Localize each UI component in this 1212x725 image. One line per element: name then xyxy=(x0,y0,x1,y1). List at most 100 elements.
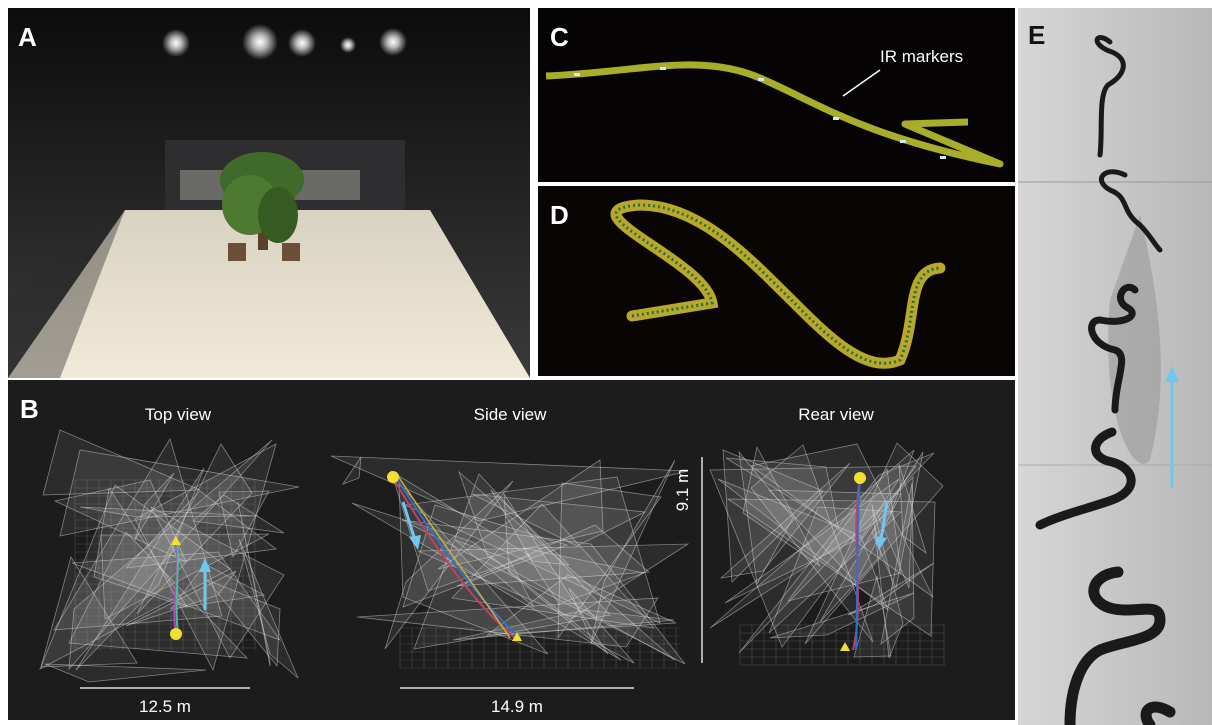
camera-frustum xyxy=(398,481,549,655)
light xyxy=(340,37,356,53)
camera-frustum xyxy=(42,429,201,496)
camera-volumes xyxy=(39,429,945,683)
panel-c: IR markers C xyxy=(538,8,1015,182)
snake-frames xyxy=(1035,35,1176,725)
base xyxy=(282,243,300,261)
snake xyxy=(1099,169,1163,253)
camera-frustum xyxy=(709,449,915,629)
panel-a: A xyxy=(8,8,530,378)
arrow-head xyxy=(199,558,211,572)
camera-frustum xyxy=(218,490,270,559)
camera-frustum xyxy=(454,539,535,608)
camera-frustum xyxy=(401,519,686,665)
trajectory xyxy=(173,539,179,635)
panel-label: E xyxy=(1028,20,1045,50)
marker xyxy=(660,67,666,70)
camera-frustum xyxy=(880,482,915,645)
snake xyxy=(1064,566,1166,725)
arrow-head xyxy=(409,535,421,550)
camera-frustum xyxy=(150,506,285,659)
camera-frustum xyxy=(341,456,362,485)
scale-label: 9.1 m xyxy=(673,469,692,512)
camera-frustum xyxy=(804,442,944,645)
start-point xyxy=(387,471,399,483)
camera-frustum xyxy=(134,472,175,541)
marker xyxy=(833,117,839,120)
camera-frustum xyxy=(458,470,676,661)
trajectory xyxy=(394,475,521,639)
view-title: Top view xyxy=(145,405,212,424)
floor xyxy=(8,210,530,378)
trajectory xyxy=(855,477,861,651)
end-point xyxy=(512,632,522,641)
camera-frustum xyxy=(40,556,138,668)
trajectory xyxy=(175,539,179,635)
snake xyxy=(1094,35,1126,158)
snake-pattern xyxy=(614,203,941,365)
camera-frustum xyxy=(75,467,205,671)
camera-frustum xyxy=(238,538,299,679)
floor-shadow xyxy=(8,210,125,378)
panel-label: B xyxy=(20,394,39,424)
camera-frustum xyxy=(205,579,281,668)
marker xyxy=(758,78,764,81)
camera-frustum xyxy=(192,494,285,534)
camera-frustum xyxy=(451,503,656,629)
camera-frustum xyxy=(557,482,662,640)
camera-frustum xyxy=(471,493,647,547)
light xyxy=(162,29,190,57)
trajectories xyxy=(173,475,861,651)
camera-frustum xyxy=(100,533,270,620)
scale-label: 12.5 m xyxy=(139,697,191,716)
camera-frustum xyxy=(93,486,188,608)
arrow-head xyxy=(1165,366,1179,382)
camera-frustum xyxy=(769,592,915,639)
camera-frustum xyxy=(59,449,300,537)
arrow xyxy=(879,501,889,541)
shadow xyxy=(1108,215,1161,464)
tree xyxy=(220,152,304,261)
camera-frustum xyxy=(725,457,839,528)
panel-b: Top view Side view Rear view 12.5 m 14.9… xyxy=(8,380,1015,720)
trajectory xyxy=(397,475,511,639)
snake xyxy=(1035,427,1136,530)
start-point xyxy=(854,472,866,484)
ceiling-lights xyxy=(162,24,407,60)
camera-frustum xyxy=(456,524,650,587)
camera-frustum xyxy=(750,443,934,598)
panel-label: C xyxy=(550,22,569,52)
camera-frustum xyxy=(124,490,278,569)
snake-photo xyxy=(538,8,1015,182)
scale-label: 14.9 m xyxy=(491,697,543,716)
panel-label: A xyxy=(18,22,37,52)
annotation: IR markers xyxy=(880,47,963,66)
camera-frustum xyxy=(330,455,689,522)
camera-frustum xyxy=(402,504,569,608)
camera-frustum xyxy=(44,663,207,683)
camera-frustum xyxy=(568,587,635,664)
direction-arrows xyxy=(199,501,889,610)
view-title: Rear view xyxy=(798,405,874,424)
view-title: Side view xyxy=(474,405,547,424)
snake xyxy=(545,61,1004,168)
camera-frustum xyxy=(590,459,676,645)
light xyxy=(379,28,407,56)
camera-frustum xyxy=(722,449,824,583)
camera-frustum xyxy=(738,452,935,654)
camera-frustum xyxy=(134,443,277,672)
camera-frustum xyxy=(522,547,646,605)
start-end-markers xyxy=(170,471,866,651)
camera-frustum xyxy=(750,444,874,643)
trajectory xyxy=(392,477,516,639)
annotation-line xyxy=(842,69,881,97)
base xyxy=(228,243,246,261)
panel-label: D xyxy=(550,200,569,230)
marker xyxy=(940,156,946,159)
light xyxy=(242,24,278,60)
start-point xyxy=(170,628,182,640)
camera-frustum xyxy=(738,450,794,586)
arrow-head xyxy=(875,536,887,550)
marker xyxy=(900,140,906,143)
camera-frustum xyxy=(68,531,249,659)
